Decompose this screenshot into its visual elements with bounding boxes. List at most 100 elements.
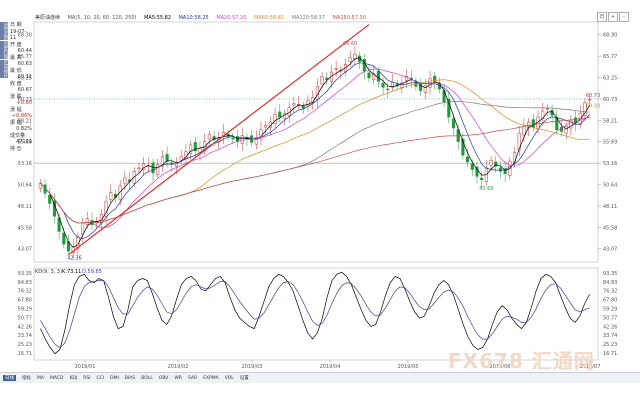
- kd-y-tick-right: 25.23: [603, 342, 617, 348]
- candle-body: [470, 163, 474, 170]
- zoom-in-button[interactable]: +: [608, 12, 618, 22]
- x-tick-label: 2019/07: [580, 364, 601, 370]
- candle-body: [123, 177, 127, 184]
- kd-y-tick-right: 16.71: [603, 351, 617, 357]
- tab-intraday[interactable]: 分时走势: [0, 22, 8, 41]
- quote-row: +0.86%: [0, 113, 34, 120]
- y-tick-label-left: 60.73: [18, 97, 32, 103]
- quote-row: 日 期: [0, 22, 34, 29]
- toolbar-item[interactable]: VOL: [224, 375, 234, 381]
- toolbar-item[interactable]: SAR: [187, 375, 198, 381]
- candle-body: [325, 77, 329, 80]
- ma120-value: MA120:58.37: [291, 15, 325, 21]
- y-tick-label-left: 45.58: [18, 225, 32, 231]
- y-tick-label-left: 58.21: [18, 118, 32, 124]
- kd-y-tick-left: 84.83: [18, 280, 32, 286]
- candle-body: [193, 142, 197, 152]
- quote-row: 60.67: [0, 87, 34, 94]
- y-tick-label-right: 45.58: [603, 225, 617, 231]
- x-tick-label: 2019/05: [398, 364, 419, 370]
- toolbar-item[interactable]: MA: [37, 375, 44, 381]
- quote-row: +0.80: [0, 100, 34, 107]
- ma-line-ma5: [40, 57, 591, 248]
- candle-body: [48, 194, 52, 204]
- ma-line-ma60: [40, 79, 590, 224]
- toolbar-item[interactable]: DMI: [110, 375, 119, 381]
- quote-row: 涨 幅: [0, 107, 34, 114]
- ma5-value: MA5:55.82: [144, 15, 172, 21]
- left-tabs: 分时走势 历史行情 区间统计: [0, 22, 8, 112]
- kd-d-value: D:59.85: [82, 269, 102, 275]
- candle-body: [85, 218, 89, 225]
- candle-body: [517, 132, 521, 151]
- quote-row: 开 盘: [0, 42, 34, 49]
- candle-body: [447, 98, 451, 118]
- y-tick-label-right: 53.16: [603, 161, 617, 167]
- candle-body: [278, 111, 282, 118]
- kd-y-tick-left: 16.71: [18, 351, 32, 357]
- candle-body: [329, 71, 333, 82]
- candle-body: [62, 232, 66, 245]
- kd-label: KD(9, 3, 3): [35, 269, 62, 275]
- tab-history[interactable]: 历史行情: [0, 41, 8, 60]
- y-tick-label-left: 50.64: [18, 182, 32, 188]
- toolbar-item[interactable]: WR: [174, 375, 182, 381]
- candle-body: [569, 120, 573, 129]
- candle-body: [207, 134, 211, 140]
- candle-body: [583, 102, 587, 116]
- quote-info-panel: 日 期 19-07-11 开 盘 60.44 最 高 60.63 最 低 60.11 收 盘 60…: [0, 22, 34, 152]
- candle-body: [466, 156, 470, 163]
- kd-line-k: [40, 271, 590, 355]
- ma-line-ma120: [40, 101, 590, 224]
- candle-body: [386, 88, 390, 91]
- candle-body: [104, 201, 108, 217]
- toolbar-item[interactable]: MACD: [49, 375, 64, 381]
- ma-label: MA(5, 10, 20, 60, 120, 250): [67, 15, 137, 21]
- candle-body: [273, 114, 277, 125]
- quote-label: 振 幅: [10, 119, 22, 126]
- candle-body: [348, 57, 352, 63]
- y-tick-label-right: 68.30: [603, 33, 617, 39]
- kd-k-value: K:73.11: [62, 269, 81, 275]
- candle-body: [451, 118, 456, 129]
- toolbar-item[interactable]: 日线: [3, 375, 16, 381]
- tab-range-stats[interactable]: 区间统计: [0, 60, 8, 79]
- toolbar-item[interactable]: 设置: [239, 376, 249, 381]
- toolbar-item[interactable]: BOLL: [141, 375, 153, 381]
- corner-buttons: 日 + -: [596, 12, 629, 22]
- kd-y-tick-right: 84.83: [603, 280, 617, 286]
- candle-body: [151, 162, 155, 174]
- candle-body: [52, 200, 56, 217]
- candle-body: [43, 184, 47, 194]
- toolbar-item[interactable]: 指标: [22, 376, 31, 381]
- candle-body: [423, 85, 427, 93]
- kd-y-tick-left: 67.80: [18, 298, 32, 304]
- ma20-value: MA20:57.20: [216, 15, 247, 21]
- toolbar-item[interactable]: CCI: [96, 375, 105, 381]
- toolbar-item[interactable]: EXPMA: [203, 375, 219, 381]
- zoom-out-button[interactable]: -: [619, 12, 629, 22]
- quote-label: 涨 幅: [10, 106, 22, 113]
- x-tick-label: 2019/04: [320, 364, 341, 370]
- quote-label: 开 盘: [10, 41, 22, 48]
- y-tick-label-left: 65.77: [18, 54, 32, 60]
- candle-body: [160, 156, 164, 167]
- candle-body: [254, 137, 258, 145]
- period-button[interactable]: 日: [597, 12, 607, 22]
- candle-body: [226, 133, 230, 137]
- indicator-toolbar: 日线 指标 MA MACD KDJ RSI CCI DMI BIAS BOLL OBV WR SAR EX…: [0, 372, 640, 383]
- quote-value: 60.44: [17, 48, 32, 54]
- toolbar-item[interactable]: KDJ: [69, 375, 78, 381]
- toolbar-item[interactable]: BIAS: [124, 375, 136, 381]
- kd-y-tick-right: 93.35: [603, 271, 617, 277]
- candle-body: [545, 108, 549, 110]
- toolbar-item[interactable]: OBV: [158, 375, 169, 381]
- quote-value: 60.11: [17, 74, 32, 80]
- quote-label: 成交量: [10, 132, 26, 139]
- toolbar-item[interactable]: RSI: [83, 375, 91, 381]
- candle-body: [264, 125, 268, 128]
- quote-value: 60.67: [17, 87, 32, 93]
- quote-row: 涨 跌: [0, 94, 34, 101]
- quote-row: 47121: [0, 139, 34, 146]
- quote-label: 日 期: [10, 22, 22, 28]
